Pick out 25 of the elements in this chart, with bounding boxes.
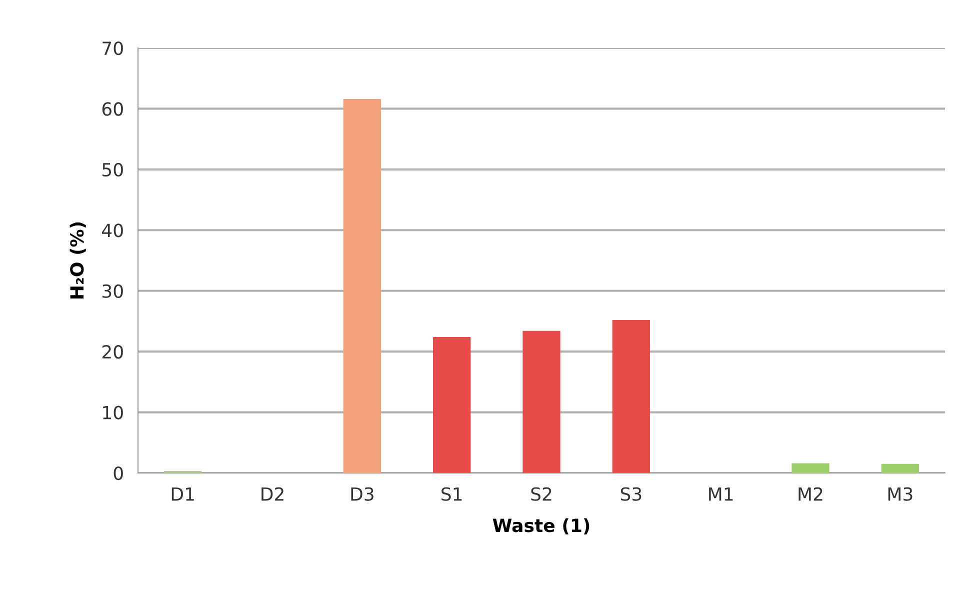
- x-axis-title: Waste (1): [492, 518, 590, 534]
- y-axis-title: H₂O (%): [70, 222, 86, 298]
- y-tick-label: 20: [102, 345, 123, 359]
- y-tick-label: 30: [102, 284, 123, 298]
- bar: [433, 337, 471, 473]
- bar: [612, 320, 650, 473]
- y-tick-label: 60: [102, 102, 123, 116]
- x-tick-label: S1: [442, 487, 462, 501]
- y-tick-label: 40: [102, 224, 123, 238]
- y-tick-label: 50: [102, 162, 123, 177]
- x-tick-label: D2: [262, 487, 284, 501]
- x-tick-label: M1: [709, 487, 733, 501]
- x-tick-label: M3: [888, 487, 912, 501]
- x-tick-label: S2: [531, 487, 552, 501]
- bar: [881, 464, 919, 473]
- bar: [343, 99, 381, 473]
- bar: [522, 330, 560, 473]
- y-tick-label: 70: [102, 41, 123, 56]
- bar: [792, 463, 830, 473]
- y-tick-label: 0: [114, 466, 123, 480]
- x-tick-label: S3: [620, 487, 642, 501]
- x-tick-label: D3: [351, 487, 374, 501]
- x-tick-label: M2: [798, 487, 822, 501]
- x-tick-label: D1: [172, 487, 194, 501]
- y-tick-label: 10: [103, 406, 123, 420]
